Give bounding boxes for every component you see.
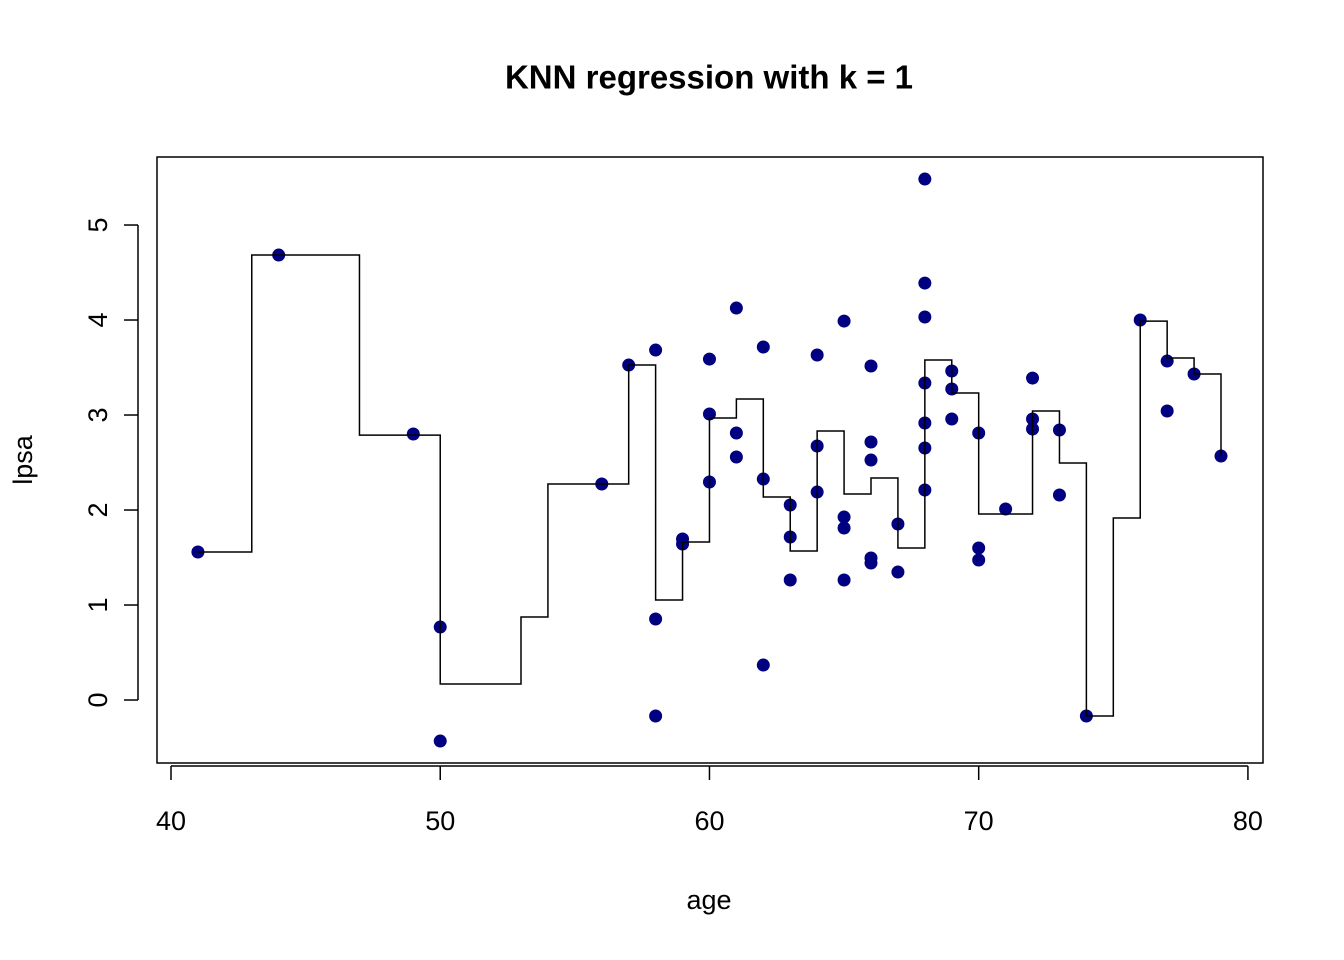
data-point <box>972 553 986 567</box>
chart-title: KNN regression with k = 1 <box>505 59 913 96</box>
data-point <box>433 734 447 748</box>
data-point <box>702 407 716 421</box>
data-point <box>945 412 959 426</box>
data-point <box>702 352 716 366</box>
data-point <box>1160 404 1174 418</box>
y-tick-label: 0 <box>83 692 113 707</box>
data-point <box>1052 488 1066 502</box>
data-point <box>999 502 1013 516</box>
data-point <box>810 348 824 362</box>
data-point <box>1026 371 1040 385</box>
x-tick-label: 70 <box>964 806 994 836</box>
data-point <box>729 450 743 464</box>
data-point <box>783 573 797 587</box>
y-tick-label: 5 <box>83 218 113 233</box>
plot-frame <box>156 156 1264 764</box>
data-point <box>1133 313 1147 327</box>
data-point <box>649 612 663 626</box>
y-tick-label: 3 <box>83 408 113 423</box>
y-tick-label: 1 <box>83 598 113 613</box>
data-point <box>972 541 986 555</box>
data-point <box>756 340 770 354</box>
x-axis-label: age <box>686 885 731 915</box>
data-point <box>918 310 932 324</box>
x-tick-label: 40 <box>156 806 186 836</box>
data-point <box>406 427 420 441</box>
data-point <box>837 521 851 535</box>
data-point <box>891 565 905 579</box>
data-point <box>837 510 851 524</box>
data-point <box>729 301 743 315</box>
data-point <box>837 573 851 587</box>
x-tick-label: 50 <box>425 806 455 836</box>
y-axis-label: lpsa <box>8 434 38 485</box>
y-tick-label: 4 <box>83 313 113 328</box>
data-point <box>864 435 878 449</box>
data-point <box>864 359 878 373</box>
fit-line <box>197 254 1222 717</box>
x-tick-label: 60 <box>694 806 724 836</box>
data-point <box>918 172 932 186</box>
data-point <box>756 658 770 672</box>
data-point <box>864 453 878 467</box>
data-point <box>729 426 743 440</box>
data-point <box>649 343 663 357</box>
data-point <box>649 709 663 723</box>
y-tick-label: 2 <box>83 503 113 518</box>
x-tick-label: 80 <box>1233 806 1263 836</box>
data-point <box>837 314 851 328</box>
data-point <box>864 556 878 570</box>
data-point <box>918 276 932 290</box>
